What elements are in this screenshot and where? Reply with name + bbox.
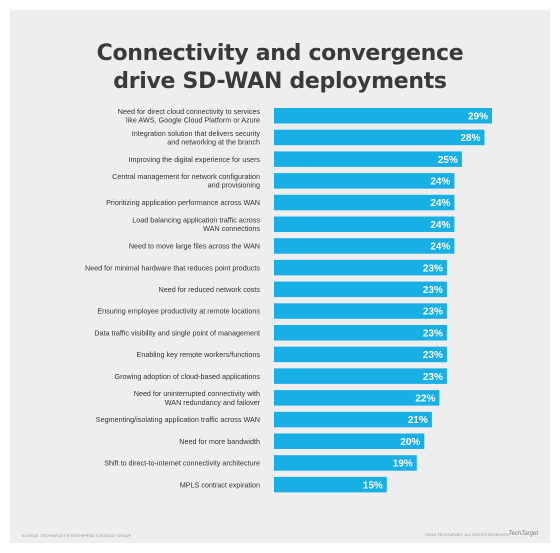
bar-value-label-18: 15% (363, 480, 383, 491)
category-label-8: Need for minimal hardware that reduces p… (85, 263, 260, 272)
bar-value-label-17: 19% (393, 459, 413, 470)
bar-value-label-13: 23% (423, 372, 443, 383)
category-label-18: MPLS contract expiration (180, 480, 260, 489)
bar-3 (274, 151, 462, 167)
bar-2 (274, 129, 485, 146)
bar-16 (274, 433, 425, 449)
category-label-10: Ensuring employee productivity at remote… (97, 307, 260, 316)
chart-title-line-1: Connectivity and convergence (96, 41, 464, 66)
bar-value-label-12: 23% (423, 350, 443, 361)
bar-value-label-14: 22% (415, 393, 435, 404)
bar-17 (274, 455, 417, 471)
category-label-12: Enabling key remote workers/functions (137, 350, 261, 359)
category-label-1: Need for direct cloud connectivity to se… (118, 107, 261, 125)
category-label-4: Central management for network configura… (112, 172, 260, 190)
copyright-note: ©2022 TECHTARGET. ALL RIGHTS RESERVED. (424, 533, 510, 537)
bar-14 (274, 390, 440, 406)
bar-4 (274, 173, 455, 189)
bar-value-label-3: 25% (438, 155, 458, 166)
bar-value-label-2: 28% (460, 133, 480, 144)
bar-value-label-10: 23% (423, 307, 443, 318)
category-label-2: Integration solution that delivers secur… (132, 129, 261, 147)
bar-6 (274, 216, 455, 232)
bar-7 (274, 238, 455, 254)
bar-value-label-6: 24% (430, 220, 450, 231)
bar-11 (274, 325, 447, 341)
category-label-11: Data traffic visibility and single point… (94, 328, 260, 337)
category-label-16: Need for more bandwidth (179, 437, 260, 446)
source-note: SOURCE: TECHTARGET'S ENTERPRISE STRATEGY… (22, 534, 132, 538)
category-label-17: Shift to direct-to-internet connectivity… (104, 459, 260, 468)
bar-13 (274, 368, 447, 384)
category-label-3: Improving the digital experience for use… (129, 155, 261, 164)
bar-12 (274, 346, 447, 363)
category-label-5: Prioritizing application performance acr… (106, 198, 260, 207)
chart-title-line-2: drive SD-WAN deployments (113, 69, 447, 94)
chart-title: Connectivity and convergence drive SD-WA… (10, 40, 550, 96)
chart-card: Connectivity and convergence drive SD-WA… (10, 10, 550, 543)
category-label-14: Need for uninterrupted connectivity with… (134, 389, 261, 407)
brand-logo-text: TechTarget (508, 531, 538, 537)
bar-value-label-15: 21% (408, 415, 428, 426)
bar-chart: 29% Need for direct cloud connectivity to… (85, 107, 492, 493)
category-label-7: Need to move large files across the WAN (129, 242, 260, 251)
bar-1 (274, 108, 492, 124)
category-label-9: Need for reduced network costs (159, 285, 261, 294)
bar-18 (274, 476, 387, 493)
bar-value-label-1: 29% (468, 111, 488, 122)
category-label-13: Growing adoption of cloud-based applicat… (115, 372, 261, 381)
bar-value-label-8: 23% (423, 263, 443, 274)
bar-15 (274, 411, 432, 428)
bar-value-label-5: 24% (430, 198, 450, 209)
bar-value-label-9: 23% (423, 285, 443, 296)
bar-9 (274, 281, 447, 298)
bar-value-label-7: 24% (430, 242, 450, 253)
bar-value-label-4: 24% (430, 176, 450, 187)
bar-8 (274, 259, 447, 276)
bar-value-label-11: 23% (423, 328, 443, 339)
category-label-15: Segmenting/isolating application traffic… (96, 415, 260, 424)
bar-5 (274, 194, 455, 211)
bar-value-label-16: 20% (400, 437, 420, 448)
category-label-6: Load balancing application traffic acros… (132, 216, 260, 234)
bar-10 (274, 303, 447, 319)
